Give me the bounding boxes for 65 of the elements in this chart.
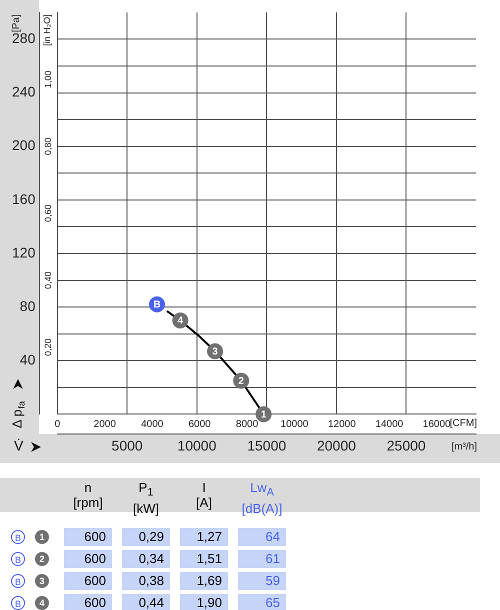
x-axis-title: V̇ bbox=[14, 437, 24, 454]
data-label: 1,27 bbox=[180, 528, 228, 546]
data-label: 600 bbox=[64, 594, 112, 610]
annotation: 2 bbox=[238, 376, 244, 387]
x2-tick-label: 6000 bbox=[188, 418, 212, 430]
x-tick-label: 5000 bbox=[112, 437, 143, 454]
y2-tick-label: 1,00 bbox=[42, 70, 53, 88]
x-tick-label: 20000 bbox=[316, 437, 356, 454]
x2-tick-label: 16000 bbox=[422, 418, 452, 430]
y-tick-label: 40 bbox=[20, 351, 36, 368]
text: [CFM] bbox=[450, 418, 478, 429]
y-tick-label: 200 bbox=[12, 137, 36, 154]
x-tick-label: n [rpm] bbox=[72, 480, 104, 510]
data-label: 0,38 bbox=[122, 572, 170, 590]
y2-tick-label: 0,80 bbox=[42, 138, 53, 156]
x-tick-label: 10000 bbox=[177, 437, 217, 454]
data-label: 1,51 bbox=[180, 550, 228, 568]
x-tick-label: Lw$_{A}$ [dB(A)] bbox=[240, 480, 284, 516]
x2-tick-label: 2000 bbox=[94, 418, 116, 430]
data-label: 0,29 bbox=[122, 528, 170, 546]
annotation: 4 bbox=[178, 316, 184, 327]
x2-tick-label: 8000 bbox=[236, 418, 259, 430]
y-tick-label: 80 bbox=[20, 298, 36, 314]
data-label: 0,34 bbox=[122, 550, 170, 568]
y-tick-label: 120 bbox=[12, 244, 36, 260]
x2-tick-label: 14000 bbox=[375, 418, 404, 430]
data-label: 65 bbox=[238, 594, 286, 610]
data-label: 1,90 bbox=[180, 594, 228, 610]
y-tick-label: 3 bbox=[35, 574, 49, 588]
text: [Pa] bbox=[10, 14, 22, 32]
letter-circle-icon: B bbox=[11, 574, 25, 588]
x2-tick-label: 4000 bbox=[141, 418, 164, 430]
data-label: 1,69 bbox=[180, 572, 228, 590]
y-tick-label: 2 bbox=[35, 552, 49, 566]
y-tick-label: 240 bbox=[12, 84, 36, 100]
x2-tick-label: 10000 bbox=[280, 418, 309, 430]
y-tick-label: 280 bbox=[12, 30, 36, 46]
data-label: 64 bbox=[238, 528, 286, 546]
x-tick-label: 25000 bbox=[386, 437, 426, 454]
y-tick-label: 1 bbox=[35, 530, 49, 544]
letter-circle-icon: B bbox=[11, 530, 25, 544]
y2-tick-label: 0,20 bbox=[42, 338, 53, 356]
x2-tick-label: 0 bbox=[54, 418, 61, 430]
y-tick-label: 160 bbox=[12, 190, 36, 207]
data-label: 59 bbox=[238, 572, 286, 590]
annotation: 3 bbox=[212, 346, 218, 358]
x-tick-label: P$_{1}$ [kW] bbox=[132, 480, 160, 516]
x-tick-label: I [A] bbox=[195, 480, 213, 510]
data-label: 600 bbox=[64, 528, 112, 546]
letter-circle-icon: B bbox=[11, 596, 25, 610]
y2-tick-label: 0,40 bbox=[42, 271, 53, 290]
y2-tick-label: 0,60 bbox=[42, 204, 53, 222]
annotation: 1 bbox=[260, 409, 267, 420]
data-label: 600 bbox=[64, 550, 112, 568]
data-label: 0,44 bbox=[122, 594, 170, 610]
x-tick-label: 15000 bbox=[247, 437, 286, 454]
annotation: B bbox=[153, 300, 161, 311]
y-tick-label: 4 bbox=[35, 596, 49, 610]
letter-circle-icon: B bbox=[11, 552, 25, 566]
text: [in H₂O] bbox=[42, 14, 52, 46]
x2-tick-label: 12000 bbox=[328, 418, 356, 430]
data-label: 61 bbox=[238, 550, 286, 568]
data-label: 600 bbox=[64, 572, 112, 590]
text: [m³/h] bbox=[451, 441, 478, 452]
y-axis-title: Δ pfa bbox=[10, 400, 26, 428]
